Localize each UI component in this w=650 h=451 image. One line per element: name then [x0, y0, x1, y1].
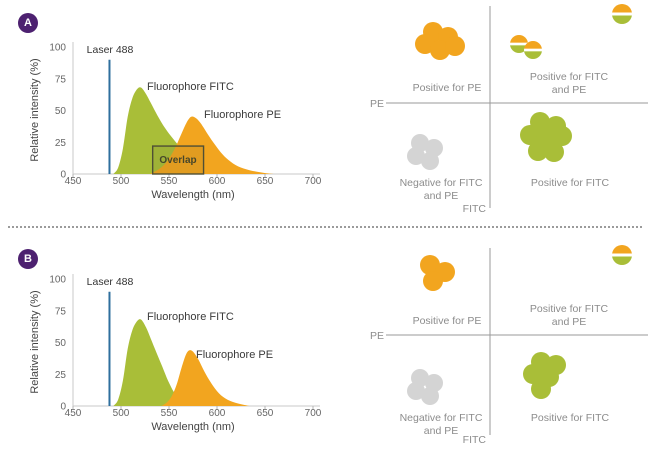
laser-label: Laser 488: [87, 276, 134, 288]
quadrant-label-positive-fitc: Positive for FITC: [531, 177, 610, 189]
quadrant-label-positive-fitc: Positive for FITC: [531, 412, 610, 424]
x-tick-label: 650: [257, 176, 274, 187]
quadrant-label-double-positive-line2: and PE: [552, 84, 586, 96]
quadrant-plot-a: [386, 4, 648, 208]
fitc-series-label: Fluorophore FITC: [147, 81, 234, 93]
quadrant-label-negative-line1: Negative for FITC: [400, 177, 483, 189]
x-tick-label: 550: [161, 408, 178, 419]
x-tick-label: 500: [113, 408, 130, 419]
negative-cells-dot: [421, 387, 439, 405]
pe-axis-label: PE: [370, 330, 384, 342]
x-tick-label: 650: [257, 408, 274, 419]
quadrant-label-negative-line2: and PE: [424, 190, 458, 202]
panel-b-badge: B: [18, 249, 38, 269]
x-tick-label: 700: [305, 408, 322, 419]
y-tick-label: 25: [55, 138, 67, 149]
fitc-emission-curve: [113, 319, 192, 406]
pe-emission-curve: [161, 350, 250, 406]
x-tick-label: 700: [305, 176, 322, 187]
quadrant-label-double-positive-line1: Positive for FITC: [530, 71, 609, 83]
dot-plot-a: Positive for PE Positive for FITC and PE…: [370, 4, 648, 215]
negative-cells-dot: [421, 152, 439, 170]
pe-series-label: Fluorophore PE: [196, 349, 273, 361]
dot-plot-b: Positive for PE Positive for FITC and PE…: [370, 245, 648, 446]
plot-area-b: 0 25 50 75 100 450 500 550 600 650 700: [49, 274, 322, 419]
emission-spectrum-chart-b: 0 25 50 75 100 450 500 550 600 650 700 Relative in…: [29, 274, 322, 433]
fitc-positive-cells-dot: [544, 142, 564, 162]
y-tick-label: 75: [55, 306, 67, 317]
pe-emission-curve: [149, 116, 275, 174]
laser-label: Laser 488: [87, 44, 134, 56]
y-tick-label: 75: [55, 74, 67, 85]
y-tick-label: 25: [55, 370, 67, 381]
fitc-axis-label: FITC: [463, 203, 487, 215]
quadrant-label-negative-line1: Negative for FITC: [400, 412, 483, 424]
quadrant-label-positive-pe: Positive for PE: [413, 82, 482, 94]
x-tick-label: 450: [65, 176, 82, 187]
x-tick-label: 600: [209, 176, 226, 187]
fitc-positive-cells-dot: [520, 125, 540, 145]
y-tick-label: 0: [60, 402, 66, 413]
fitc-positive-cells-dot: [523, 364, 543, 384]
y-tick-label: 50: [55, 338, 67, 349]
x-axis-title: Wavelength (nm): [151, 189, 234, 201]
panel-divider: [8, 226, 642, 228]
y-tick-label: 100: [49, 275, 66, 286]
x-axis-title: Wavelength (nm): [151, 421, 234, 433]
double-positive-cell-corner-dot: [612, 245, 632, 265]
pe-positive-cells-dot: [445, 36, 465, 56]
pe-positive-cells-dot: [415, 34, 435, 54]
pe-series-label: Fluorophore PE: [204, 109, 281, 121]
panel-a-badge: A: [18, 13, 38, 33]
fitc-series-label: Fluorophore FITC: [147, 311, 234, 323]
quadrant-label-positive-pe: Positive for PE: [413, 315, 482, 327]
pe-positive-cells-dot: [420, 255, 440, 275]
plot-area-a: 0 25 50 75 100 450 500 550 600 650 700: [49, 42, 322, 187]
x-tick-label: 600: [209, 408, 226, 419]
fitc-positive-cells-dot: [528, 141, 548, 161]
y-axis-title: Relative intensity (%): [29, 290, 41, 393]
negative-cells-dot: [407, 382, 425, 400]
quadrant-label-double-positive-line2: and PE: [552, 316, 586, 328]
emission-spectrum-chart-a: 0 25 50 75 100 450 500 550 600 650 700 Relative in…: [29, 42, 322, 201]
fitc-positive-cells-dot: [552, 126, 572, 146]
double-positive-cells-dot: [524, 41, 542, 59]
fitc-axis-label: FITC: [463, 434, 487, 446]
quadrant-label-negative-line2: and PE: [424, 425, 458, 437]
negative-cells-dot: [407, 147, 425, 165]
y-axis-title: Relative intensity (%): [29, 58, 41, 161]
quadrant-plot-b: [386, 245, 648, 435]
x-tick-label: 500: [113, 176, 130, 187]
y-tick-label: 100: [49, 43, 66, 54]
double-positive-cells-dot: [510, 35, 528, 53]
quadrant-label-double-positive-line1: Positive for FITC: [530, 303, 609, 315]
x-tick-label: 550: [161, 176, 178, 187]
y-tick-label: 0: [60, 170, 66, 181]
pe-positive-cells-dot: [423, 271, 443, 291]
double-positive-cell-corner-dot: [612, 4, 632, 24]
pe-axis-label: PE: [370, 98, 384, 110]
overlap-label: Overlap: [159, 155, 196, 166]
pe-positive-cells-dot: [430, 40, 450, 60]
fitc-positive-cells-dot: [531, 379, 551, 399]
y-tick-label: 50: [55, 106, 67, 117]
overlap-box: [151, 145, 205, 175]
x-tick-label: 450: [65, 408, 82, 419]
